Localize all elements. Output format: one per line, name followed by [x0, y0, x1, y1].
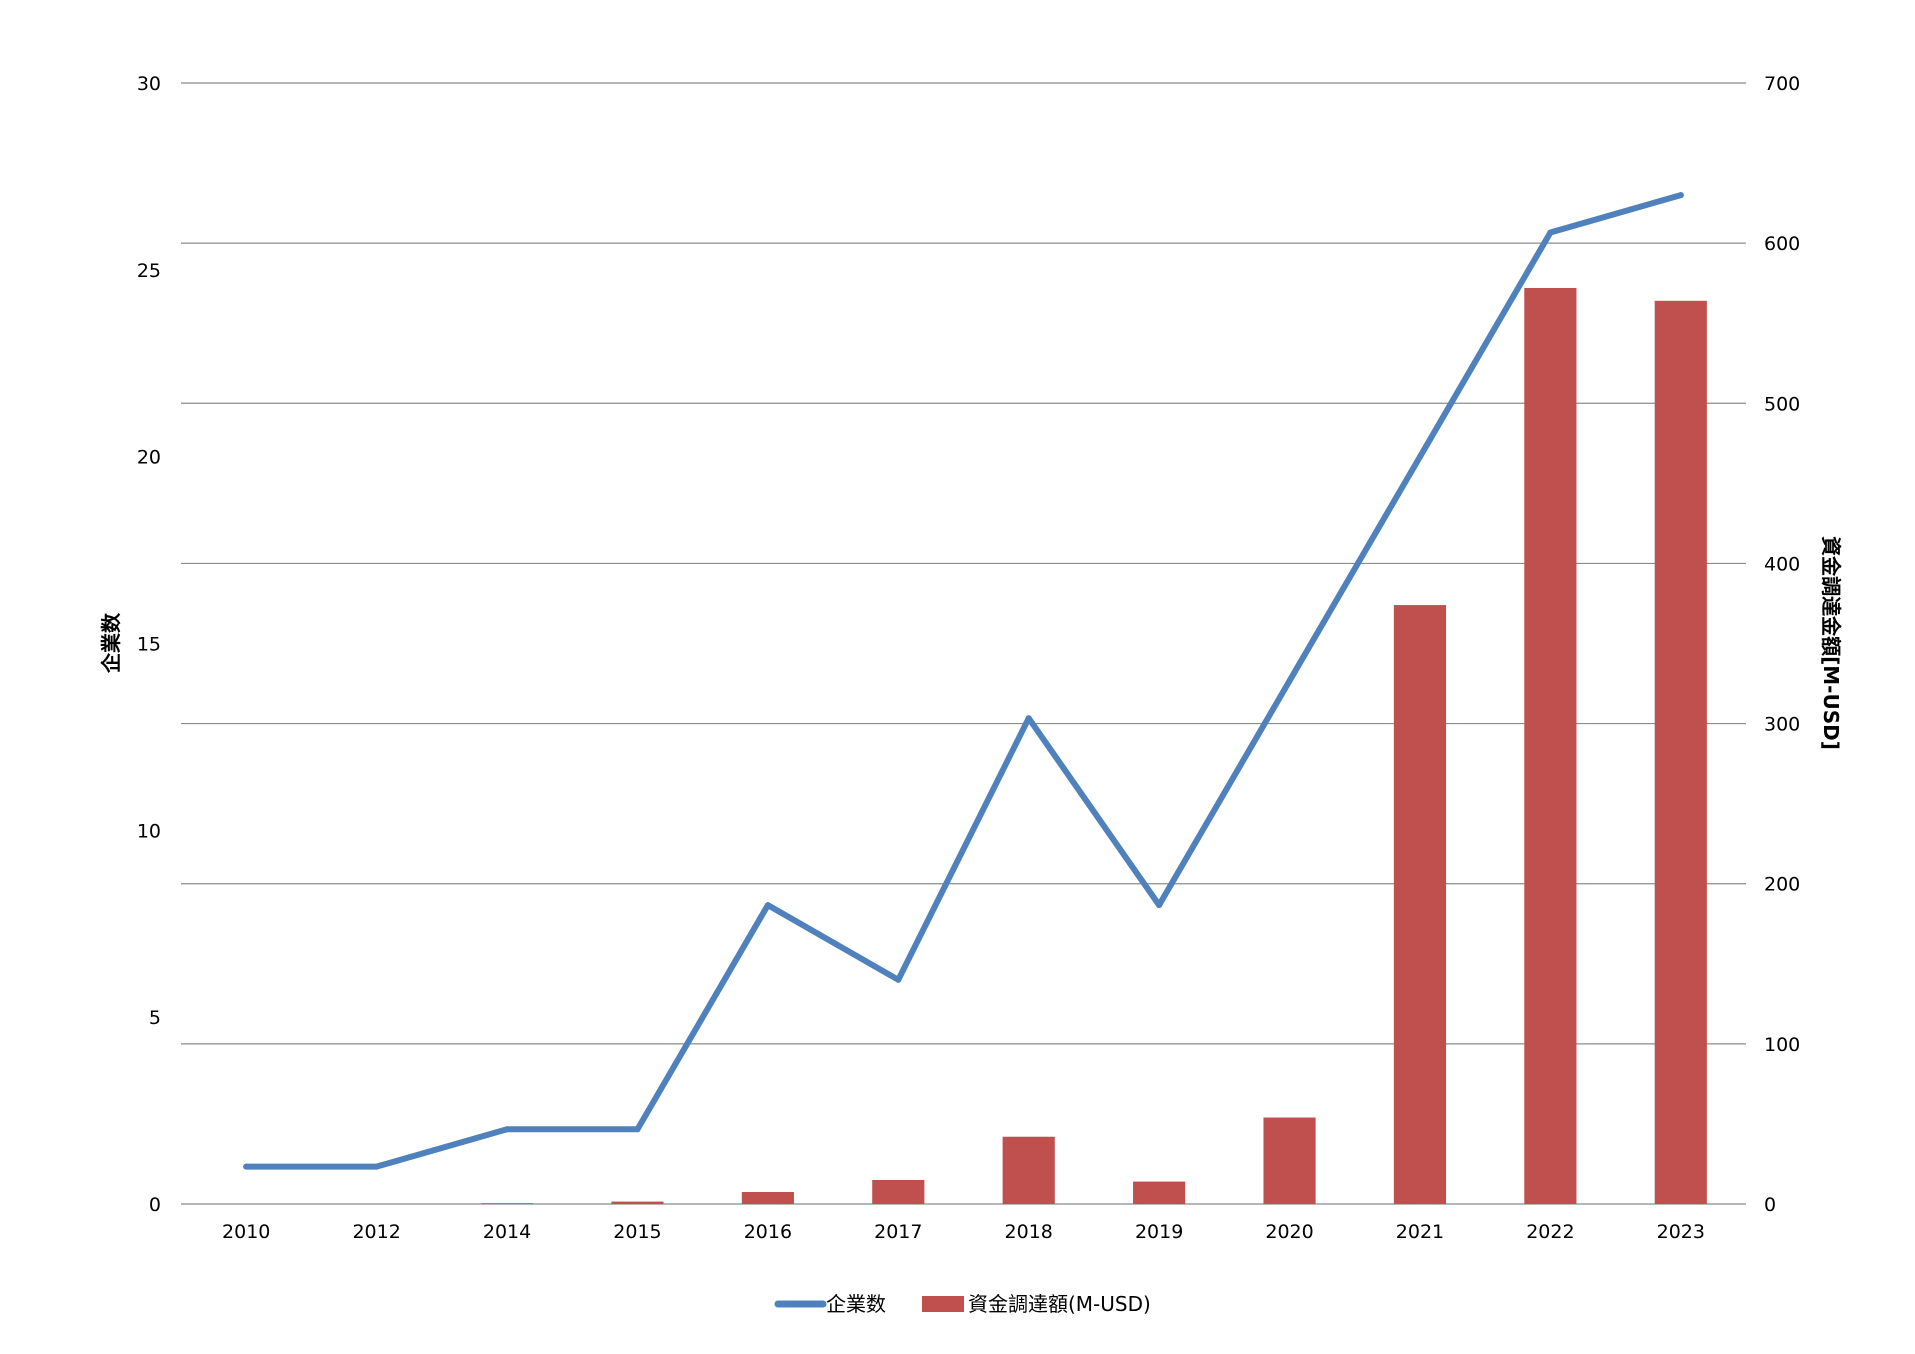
left-tick-label: 15 [137, 634, 161, 656]
line-companies [243, 192, 1684, 1170]
bar-2014 [480, 1203, 534, 1204]
bar-2020 [1263, 1117, 1316, 1204]
x-axis-ticks: 2010 2012 2014 2015 2016 2017 2018 2019 2020 2021… [222, 1221, 1705, 1243]
line-point-2014 [504, 1126, 511, 1133]
left-axis-title: 企業数 [99, 612, 123, 674]
right-tick-label: 400 [1764, 553, 1800, 575]
right-tick-label: 600 [1764, 233, 1800, 255]
line-point-2010 [243, 1163, 250, 1170]
bar-2021 [1393, 605, 1447, 1204]
right-tick-label: 700 [1764, 73, 1800, 95]
legend: 企業数 資金調達額(M-USD) [774, 1292, 1151, 1316]
line-point-2021 [1416, 453, 1423, 460]
right-tick-label: 100 [1764, 1034, 1800, 1056]
x-tick-label: 2022 [1526, 1221, 1574, 1243]
x-tick-label: 2021 [1396, 1221, 1444, 1243]
right-axis-title: 資金調達金額[M-USD] [1819, 536, 1843, 750]
line-series [243, 192, 1684, 1170]
x-tick-label: 2019 [1135, 1221, 1183, 1243]
left-tick-label: 0 [149, 1194, 161, 1216]
x-tick-label: 2017 [874, 1221, 922, 1243]
line-point-2023 [1677, 192, 1684, 199]
left-tick-label: 10 [137, 820, 161, 842]
left-axis-ticks: 0 5 10 15 20 25 30 [137, 73, 161, 1216]
x-tick-label: 2018 [1005, 1221, 1053, 1243]
bar-2023 [1654, 300, 1707, 1204]
left-tick-label: 20 [137, 447, 161, 469]
left-tick-label: 5 [149, 1007, 161, 1029]
line-point-2019 [1156, 902, 1163, 909]
line-point-2018 [1025, 715, 1032, 722]
right-tick-label: 500 [1764, 393, 1800, 415]
x-tick-label: 2023 [1657, 1221, 1705, 1243]
line-point-2015 [634, 1126, 641, 1133]
x-tick-label: 2016 [744, 1221, 792, 1243]
line-point-2020 [1286, 677, 1293, 684]
x-tick-label: 2015 [613, 1221, 661, 1243]
legend-bar-swatch [922, 1296, 964, 1312]
bar-2015 [611, 1201, 664, 1204]
line-point-2022 [1547, 229, 1554, 236]
bar-series [480, 287, 1707, 1204]
bar-2019 [1133, 1181, 1186, 1204]
line-point-2017 [895, 976, 902, 983]
bar-2018 [1002, 1136, 1055, 1204]
right-tick-label: 200 [1764, 874, 1800, 896]
legend-label-funding: 資金調達額(M-USD) [968, 1292, 1151, 1316]
x-tick-label: 2012 [352, 1221, 400, 1243]
x-tick-label: 2014 [483, 1221, 531, 1243]
bar-2016 [741, 1191, 794, 1204]
legend-label-companies: 企業数 [826, 1292, 886, 1316]
left-tick-label: 30 [137, 73, 161, 95]
right-axis-ticks: 0 100 200 300 400 500 600 700 [1764, 73, 1800, 1216]
bar-2022 [1524, 287, 1577, 1204]
right-tick-label: 0 [1764, 1194, 1776, 1216]
line-point-2012 [373, 1163, 380, 1170]
x-tick-label: 2020 [1265, 1221, 1313, 1243]
gridlines [181, 82, 1746, 1205]
x-tick-label: 2010 [222, 1221, 270, 1243]
left-tick-label: 25 [137, 260, 161, 282]
bar-2017 [872, 1179, 925, 1204]
line-point-2016 [764, 902, 771, 909]
right-tick-label: 300 [1764, 714, 1800, 736]
